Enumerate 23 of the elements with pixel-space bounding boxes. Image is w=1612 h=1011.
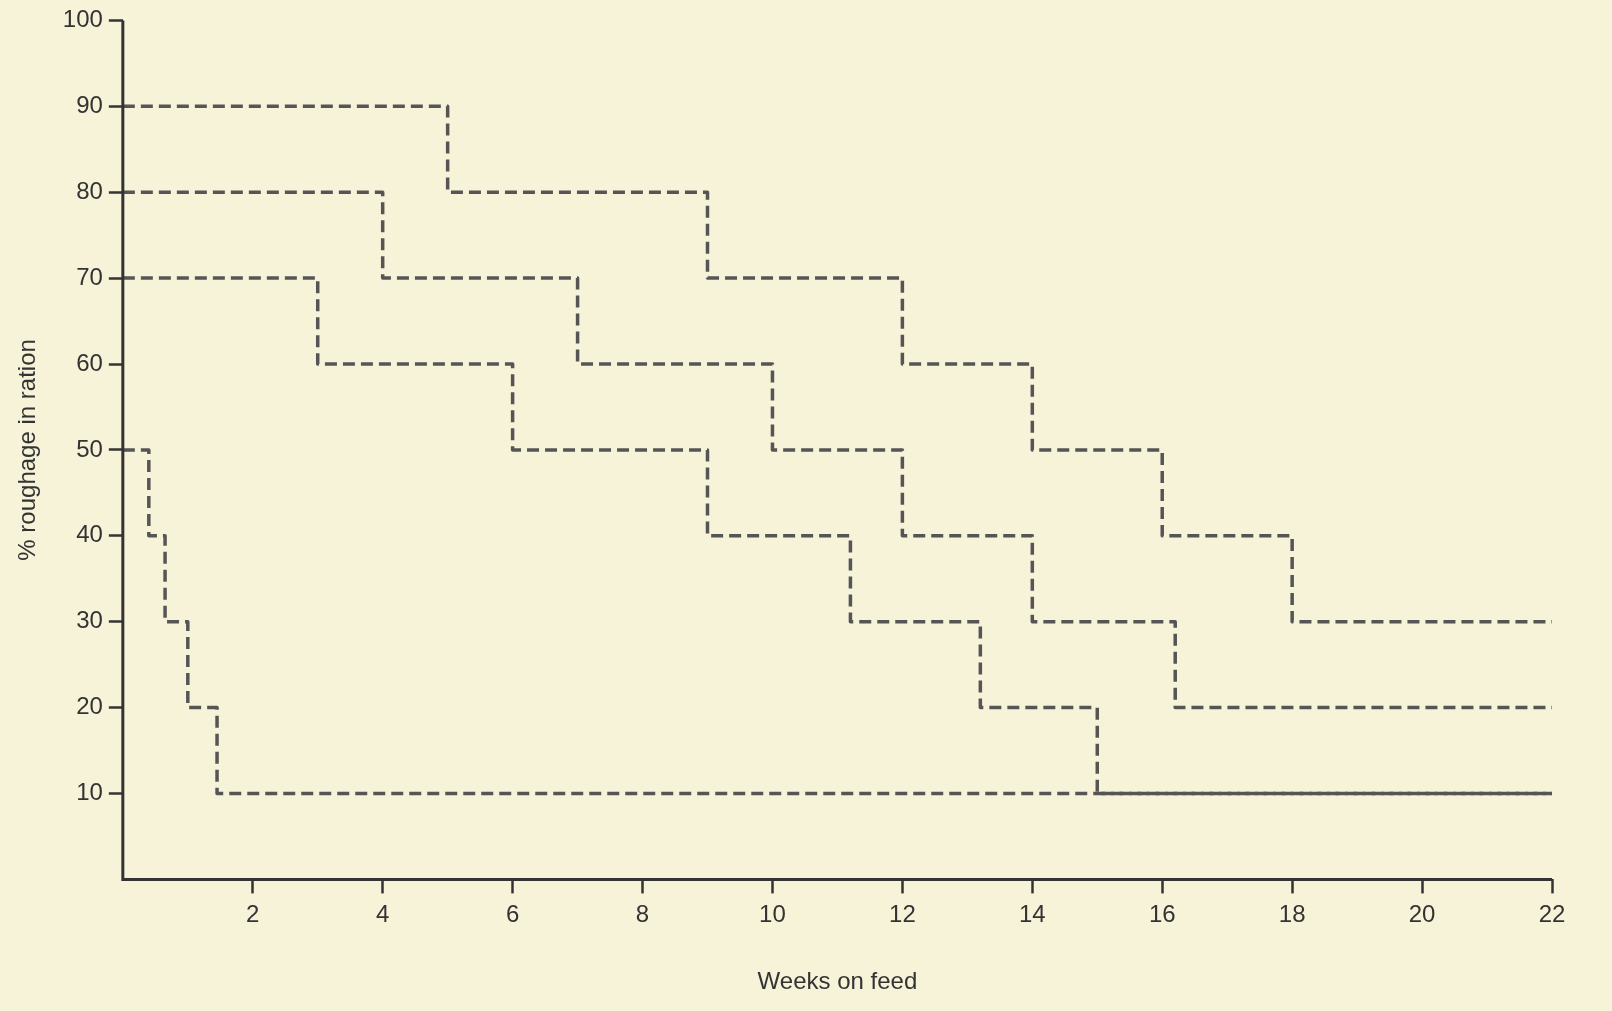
y-tick-label: 50 xyxy=(76,434,103,462)
x-tick-label: 8 xyxy=(635,900,650,928)
x-tick-label: 4 xyxy=(376,900,390,928)
x-tick-label: 16 xyxy=(1148,900,1176,928)
x-axis-title: Weeks on feed xyxy=(757,967,918,995)
x-tick-label: 2 xyxy=(246,900,260,928)
y-tick-label: 100 xyxy=(62,5,103,33)
y-tick-label: 30 xyxy=(76,606,103,634)
x-tick-label: 12 xyxy=(889,900,916,928)
x-tick-label: 18 xyxy=(1278,900,1306,928)
y-tick-label: 90 xyxy=(76,90,103,118)
x-tick-label: 14 xyxy=(1018,900,1046,928)
x-tick-label: 22 xyxy=(1538,900,1566,928)
x-tick-label: 6 xyxy=(505,900,520,928)
y-tick-label: 40 xyxy=(76,520,103,548)
y-tick-label: 60 xyxy=(76,348,103,376)
y-tick-label: 80 xyxy=(76,176,103,204)
x-tick-label: 10 xyxy=(759,900,786,928)
y-tick-label: 10 xyxy=(76,778,103,806)
y-tick-label: 20 xyxy=(76,692,103,720)
y-tick-label: 70 xyxy=(76,262,103,290)
y-axis-title: % roughage in ration xyxy=(13,339,41,561)
x-tick-label: 20 xyxy=(1408,900,1436,928)
